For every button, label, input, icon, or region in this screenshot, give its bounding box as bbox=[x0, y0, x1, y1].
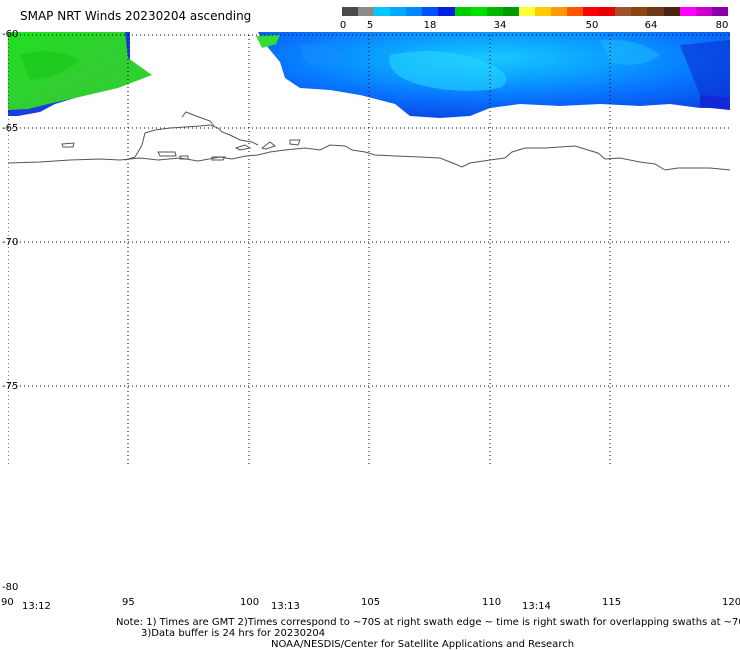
colorbar-segment bbox=[663, 7, 680, 16]
time-label: 13:13 bbox=[271, 601, 300, 612]
colorbar-segment bbox=[647, 7, 664, 16]
colorbar-segment bbox=[534, 7, 552, 16]
colorbar-label: 34 bbox=[493, 20, 507, 31]
colorbar-label: 64 bbox=[644, 20, 658, 31]
lon-label: 95 bbox=[122, 597, 135, 608]
colorbar-label: 18 bbox=[423, 20, 437, 31]
colorbar-segment bbox=[342, 7, 359, 16]
map-title: SMAP NRT Winds 20230204 ascending bbox=[20, 9, 252, 23]
lon-label: 110 bbox=[482, 597, 501, 608]
colorbar-segment bbox=[374, 7, 391, 16]
notes-line-1: Note: 1) Times are GMT 2)Times correspon… bbox=[116, 617, 740, 628]
colorbar-segment bbox=[631, 7, 648, 16]
colorbar-segment bbox=[486, 7, 503, 16]
time-label: 13:12 bbox=[22, 601, 51, 612]
lat-label: -75 bbox=[2, 381, 18, 392]
lat-label: -70 bbox=[2, 237, 18, 248]
colorbar-segment bbox=[599, 7, 616, 16]
colorbar-segment bbox=[551, 7, 568, 16]
lon-label: 115 bbox=[602, 597, 621, 608]
colorbar-segment bbox=[518, 7, 535, 16]
time-label: 13:14 bbox=[522, 601, 551, 612]
colorbar-segment bbox=[583, 7, 600, 16]
colorbar-segment bbox=[422, 7, 439, 16]
colorbar-segment bbox=[470, 7, 487, 16]
colorbar-segment bbox=[358, 7, 375, 16]
colorbar-label: 0 bbox=[339, 20, 347, 31]
lon-label: 100 bbox=[240, 597, 259, 608]
wind-speed-colorbar bbox=[342, 7, 728, 16]
notes-credit: NOAA/NESDIS/Center for Satellite Applica… bbox=[271, 639, 575, 650]
lat-label: -65 bbox=[2, 123, 18, 134]
lon-label: 105 bbox=[361, 597, 380, 608]
colorbar-segment bbox=[567, 7, 584, 16]
colorbar-segment bbox=[695, 7, 712, 16]
colorbar-segment bbox=[438, 7, 455, 16]
colorbar-segment bbox=[615, 7, 632, 16]
colorbar-segment bbox=[454, 7, 471, 16]
graticule bbox=[8, 34, 730, 465]
colorbar-segment bbox=[390, 7, 407, 16]
lon-label: 90 bbox=[1, 597, 14, 608]
antarctic-coastline bbox=[8, 111, 730, 171]
notes-line-2: 3)Data buffer is 24 hrs for 20230204 bbox=[141, 628, 326, 639]
lat-label: -80 bbox=[2, 582, 18, 593]
lat-label: -60 bbox=[2, 29, 18, 40]
colorbar-segment bbox=[502, 7, 519, 16]
colorbar-label: 50 bbox=[585, 20, 599, 31]
colorbar-segment bbox=[679, 7, 696, 16]
wind-swath-right-green-edge bbox=[256, 35, 280, 48]
colorbar-segment bbox=[406, 7, 423, 16]
colorbar-label: 80 bbox=[715, 20, 729, 31]
lon-label: 120 bbox=[722, 597, 740, 608]
colorbar-segment bbox=[711, 7, 728, 16]
colorbar-label: 5 bbox=[366, 20, 374, 31]
